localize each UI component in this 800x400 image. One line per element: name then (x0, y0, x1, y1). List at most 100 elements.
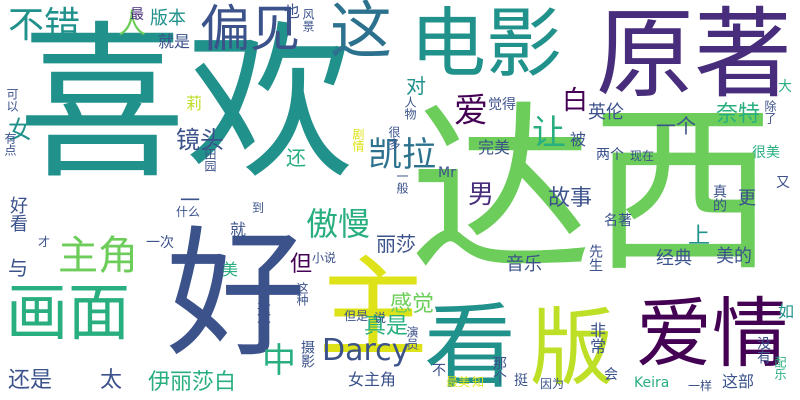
word-darcy: Darcy (322, 333, 410, 368)
word-yuanzhu: 原著 (596, 0, 793, 112)
word-jingtou: 镜头 (176, 126, 224, 154)
word-yu: 与 (8, 256, 28, 280)
word-hai: 还 (286, 146, 306, 170)
word-naite: 奈特 (716, 102, 761, 127)
word-haishi: 还是 (8, 368, 53, 393)
word-cai: 才 (38, 235, 51, 249)
word-ren: 人 (118, 7, 147, 40)
word-nan: 男 (468, 180, 495, 210)
word-liangge: 两个 (596, 147, 624, 163)
word-shuo: 说 (374, 311, 387, 325)
word-mr: Mr (438, 165, 456, 181)
word-gushi: 故事 (548, 186, 593, 211)
word-henduo: 很多 (387, 126, 401, 150)
word-fengjing: 风景 (301, 8, 315, 32)
word-nvzhujiao: 女主角 (348, 370, 397, 389)
word-zhenshi: 真是 (364, 314, 409, 339)
word-jingdian: 经典 (656, 248, 692, 269)
word-nage: 那个 (491, 356, 507, 384)
word-sheying: 摄影 (299, 340, 315, 368)
word-ai: 爱 (454, 91, 488, 131)
word-xianzai: 现在 (630, 149, 655, 163)
word-yige: 一个 (656, 114, 696, 138)
word-keira: Keira (634, 375, 670, 391)
word-juqing: 剧情 (351, 128, 365, 152)
word-li: 莉 (186, 94, 203, 113)
word-yici: 一次 (146, 235, 174, 251)
word-da: 大 (778, 79, 792, 95)
word-zuimei: 最美 (446, 375, 471, 389)
word-xihuan: 喜欢 (18, 6, 354, 202)
word-dan: 但 (290, 252, 313, 277)
word-dianying: 电影 (410, 0, 562, 88)
word-zhege: 这个 (255, 302, 271, 330)
word-yi: 一 (180, 188, 200, 212)
word-rang: 让 (532, 113, 566, 153)
word-yinglun: 英伦 (588, 102, 624, 123)
word-zhe: 这 (330, 0, 393, 67)
word-banben: 版本 (150, 8, 186, 29)
word-nv: 女 (8, 116, 32, 144)
word-mingzhu: 名著 (604, 213, 632, 229)
word-bai: 白 (562, 86, 589, 116)
word-ban: 版 (530, 299, 615, 397)
word-huamian: 画面 (6, 276, 131, 349)
word-ganjue: 感觉 (390, 292, 435, 317)
word-yanyuan: 演员 (405, 326, 419, 350)
word-meide: 美的 (716, 246, 752, 267)
word-you: 又 (776, 175, 790, 191)
word-chule: 除了 (763, 100, 777, 124)
word-keyi: 可以 (5, 88, 19, 112)
word-youdian: 有点 (3, 132, 17, 156)
word-kan: 看 (424, 294, 517, 400)
word-bu: 不 (432, 363, 446, 379)
word-zhujiao: 主角 (58, 233, 138, 279)
word-renwu: 人物 (403, 96, 417, 120)
word-xiaoshuo: 小说 (312, 251, 337, 265)
word-zui: 最 (130, 7, 144, 23)
word-zhende: 真的 (711, 184, 727, 212)
word-yiyang: 一样 (688, 379, 713, 393)
word-xiansheng: 先生 (587, 244, 603, 272)
word-zhebu: 这部 (722, 372, 755, 391)
word-mei: 美 (222, 260, 239, 279)
word-shenme: 什么 (176, 205, 201, 219)
word-dao: 到 (252, 201, 265, 215)
word-hao: 好 (166, 214, 307, 377)
word-tianyuan: 田园 (203, 148, 217, 172)
word-jiu: 就 (230, 220, 247, 239)
word-yinwei: 因为 (540, 377, 565, 391)
word-henmei: 很美 (752, 145, 780, 161)
word-jiushi: 就是 (158, 32, 191, 51)
word-yilishabai: 伊丽莎白 (148, 370, 237, 395)
word-ru: 如 (778, 302, 795, 321)
word-danshi: 但是 (344, 309, 369, 323)
word-lisha: 丽莎 (376, 232, 416, 256)
word-zhezhong: 这种 (295, 282, 309, 306)
word-aoman: 傲慢 (306, 205, 371, 243)
word-bucuo: 不错 (8, 5, 81, 46)
word-shang: 上 (688, 224, 711, 249)
word-zhu: 主 (318, 245, 428, 373)
word-geng: 更 (738, 188, 756, 209)
word-zhong: 中 (262, 341, 296, 381)
word-yiban: 一般 (395, 170, 409, 194)
word-pianjian: 偏见 (200, 0, 300, 58)
word-feichang: 非常 (587, 322, 606, 354)
word-juede: 觉得 (488, 97, 516, 113)
word-kaila: 凯拉 (368, 135, 436, 175)
word-ting: 挺 (514, 373, 528, 389)
word-tai: 太 (100, 368, 123, 393)
word-haokan: 好看 (7, 196, 28, 232)
word-peiyue: 配乐 (773, 356, 787, 380)
word-ye: 也 (284, 2, 301, 21)
word-dui: 对 (406, 74, 426, 98)
word-zhi: 知 (472, 375, 485, 389)
word-hui: 会 (604, 367, 618, 383)
word-wanmei: 完美 (478, 138, 511, 157)
word-daxi: 达西 (410, 85, 774, 297)
word-meiyou: 没有 (755, 336, 771, 364)
word-bei: 被 (570, 130, 587, 149)
word-aiqing: 爱情 (636, 289, 788, 378)
